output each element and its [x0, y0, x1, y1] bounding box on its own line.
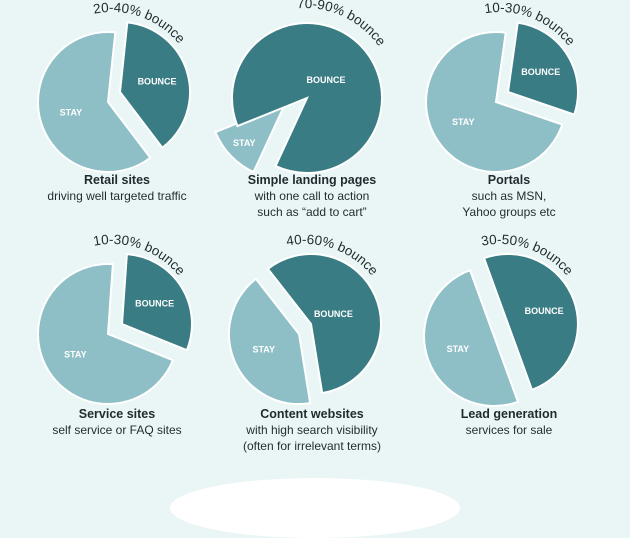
stay-slice — [37, 31, 152, 173]
caption-lead-generation: Lead generation services for sale — [409, 406, 609, 438]
stay-slice — [37, 263, 175, 405]
bounce-slice-label: BOUNCE — [525, 306, 564, 316]
chart-title: Service sites — [78, 407, 156, 421]
bounce-slice-label: BOUNCE — [135, 299, 174, 309]
chart-title: Simple landing pages — [247, 173, 377, 187]
stay-slice-label: STAY — [60, 107, 83, 117]
stay-slice — [425, 31, 564, 173]
caption-retail-sites: Retail sites driving well targeted traff… — [17, 172, 217, 204]
stay-slice-label: STAY — [64, 349, 87, 359]
stay-slice — [228, 277, 312, 405]
bounce-slice — [482, 253, 579, 392]
chart-subtitle: services for sale — [465, 423, 553, 437]
chart-subtitle: Yahoo groups etc — [462, 205, 556, 219]
chart-subtitle: such as “add to cart” — [257, 205, 367, 219]
stay-slice — [423, 268, 520, 407]
stay-slice-label: STAY — [447, 344, 470, 354]
chart-subtitle: self service or FAQ sites — [52, 423, 182, 437]
stay-slice — [214, 102, 287, 174]
bounce-slice-label: BOUNCE — [138, 77, 177, 87]
bounce-slice-label: BOUNCE — [307, 75, 346, 85]
caption-simple-landing-pages: Simple landing pages with one call to ac… — [212, 172, 412, 220]
bounce-slice-label: BOUNCE — [314, 309, 353, 319]
bounce-slice — [266, 253, 382, 395]
stay-slice-label: STAY — [452, 117, 475, 127]
caption-portals: Portals such as MSN, Yahoo groups etc — [409, 172, 609, 220]
chart-title: Content websites — [260, 407, 364, 421]
bounce-slice — [118, 21, 191, 150]
chart-title: Portals — [487, 173, 531, 187]
chart-title: Lead generation — [460, 407, 558, 421]
chart-subtitle: driving well targeted traffic — [47, 189, 187, 203]
chart-subtitle: such as MSN, — [471, 189, 547, 203]
bounce-slice — [506, 21, 579, 116]
bounce-slice — [231, 22, 383, 174]
stay-slice-label: STAY — [252, 344, 275, 354]
caption-content-websites: Content websites with high search visibi… — [212, 406, 412, 454]
bottom-decorative-curve — [170, 478, 460, 538]
chart-subtitle: with high search visibility — [246, 423, 378, 437]
bounce-slice — [120, 253, 193, 352]
caption-service-sites: Service sites self service or FAQ sites — [17, 406, 217, 438]
chart-subtitle: (often for irrelevant terms) — [242, 439, 382, 453]
chart-subtitle: with one call to action — [254, 189, 370, 203]
stay-slice-label: STAY — [233, 138, 256, 148]
bounce-slice-label: BOUNCE — [521, 67, 560, 77]
chart-title: Retail sites — [83, 173, 150, 187]
